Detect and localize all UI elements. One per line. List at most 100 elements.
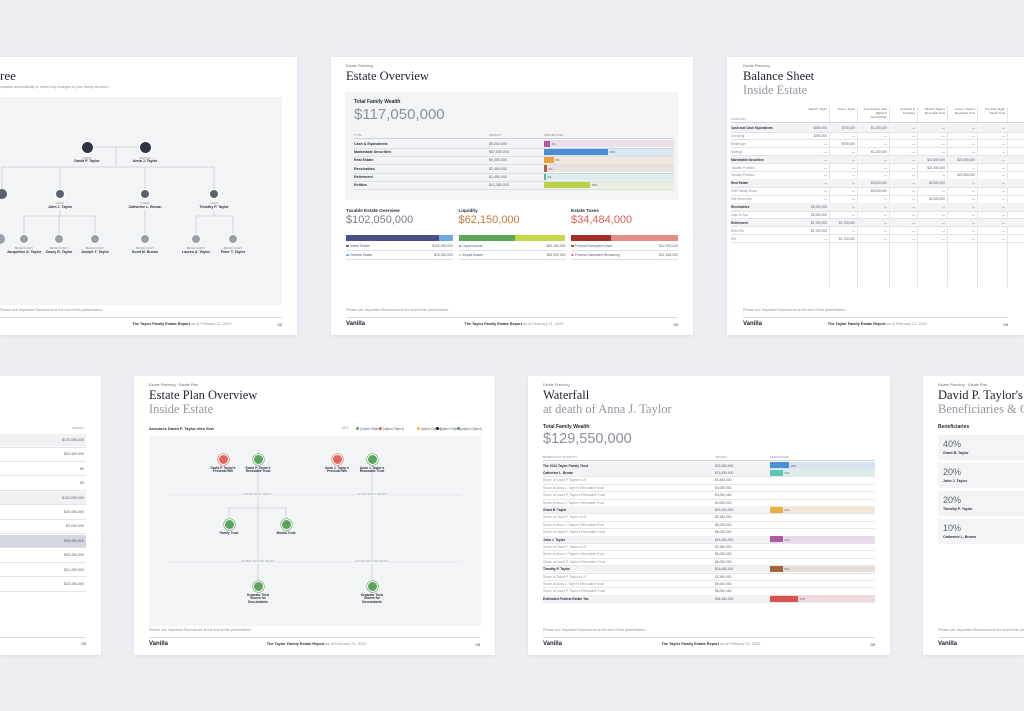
key-dot xyxy=(356,427,359,430)
total-wealth: $117,050,000 xyxy=(354,106,445,123)
cell: — xyxy=(823,141,827,146)
cell: — xyxy=(1001,181,1005,186)
cell: — xyxy=(911,205,915,209)
cell: — xyxy=(851,157,855,162)
person-node xyxy=(191,234,201,244)
stage-label: AFTER SECOND DEATH xyxy=(241,560,275,563)
row-label: 995 Dover Ave xyxy=(731,197,752,202)
cell: — xyxy=(911,157,915,162)
key-item: [object Object] xyxy=(360,426,381,431)
row-amount: $5,250,000 xyxy=(489,141,507,146)
person-name: Peter T. Taylor xyxy=(220,249,246,254)
row-tint xyxy=(543,595,875,602)
row-tint xyxy=(731,124,1024,132)
plan-panel: AFTER FIRST DEATH AFTER FIRST DEATH AFTER … xyxy=(149,436,481,626)
cell: — xyxy=(823,149,827,154)
row-tint xyxy=(731,203,1024,211)
person-role: BENEFICIARY xyxy=(223,246,243,250)
share-bar xyxy=(544,148,608,156)
person-role: CHILD xyxy=(209,201,219,205)
legend-dot xyxy=(458,244,461,248)
stage-label: AFTER FIRST DEATH xyxy=(357,493,387,496)
person-role: CHILD xyxy=(140,201,150,205)
cell: — xyxy=(911,212,915,217)
estate-plan-page: Estate Planning · Estate Plan Estate Plan… xyxy=(134,376,495,655)
cell: — xyxy=(823,181,827,186)
row-tint xyxy=(731,155,1024,164)
person-role: BENEFICIARY xyxy=(49,246,69,250)
cell: — xyxy=(883,220,887,225)
node-label: David P. Taylor's Personal Will xyxy=(210,465,236,474)
beneficiary-share: 10% xyxy=(943,523,962,533)
beneficiary-name: John J. Taylor xyxy=(943,479,968,483)
cell: — xyxy=(1001,133,1005,138)
row xyxy=(0,520,86,533)
brand-logo: Vanilla xyxy=(543,641,563,647)
part-amount: $102,050,000 xyxy=(432,244,453,248)
cell: $5,000,000 xyxy=(871,189,887,194)
plan-node xyxy=(223,518,235,530)
key-item: [object Object] xyxy=(440,426,461,431)
rule xyxy=(543,460,875,461)
row-label: IRA xyxy=(731,236,737,241)
beneficiary-card: 10% Catherine L. Brown xyxy=(938,519,1024,544)
row-tint xyxy=(544,148,674,156)
cell: — xyxy=(851,205,855,209)
cell: — xyxy=(883,197,887,202)
part-bar xyxy=(346,235,440,241)
node-label: Anna J. Taylor's Personal Will xyxy=(324,465,350,474)
row-name: Share of David P. Taylor's ILIT xyxy=(543,545,587,549)
row-name: Marketable Securities xyxy=(354,149,391,154)
summary-total: $102,050,000 xyxy=(346,214,414,226)
page-number: 03 xyxy=(475,642,480,647)
row-tint xyxy=(544,181,674,189)
part-name: Liquid Assets xyxy=(462,244,483,248)
person-node xyxy=(0,234,5,244)
row-amount: $3,450,000 xyxy=(715,545,732,549)
cell: $750,000 xyxy=(841,126,855,130)
row xyxy=(0,549,86,562)
row-name: Share of Anna J. Taylor's Revocable Trus… xyxy=(543,552,605,557)
column-header: PERCENTAGE xyxy=(770,455,790,459)
row-amount: $15,450,000 xyxy=(715,537,734,542)
cell: — xyxy=(941,173,945,178)
cell: — xyxy=(911,181,915,186)
page-title: Estate Plan Overview xyxy=(149,388,258,402)
cell: — xyxy=(971,197,975,202)
cell: — xyxy=(971,165,975,170)
row-name: Share of Anna J. Taylor's Revocable Trus… xyxy=(543,522,605,527)
plan-node xyxy=(252,580,264,592)
section-label: Estate Planning xyxy=(346,64,373,68)
share-bar xyxy=(544,140,550,147)
amount: $102,050,000 xyxy=(62,495,84,500)
person-name: Casey R. Taylor xyxy=(45,249,73,254)
page-number: 03 xyxy=(81,641,86,646)
footer-rule xyxy=(543,637,875,638)
row-label: Cash and Cash Equivalents xyxy=(731,126,773,130)
row-tint xyxy=(544,140,674,148)
row-label: Brokerage xyxy=(731,141,746,146)
cell: — xyxy=(823,197,827,202)
amount: $2,000,000 xyxy=(66,524,84,529)
brand-logo: Vanilla xyxy=(346,321,366,327)
row-name: Retirement xyxy=(354,174,373,179)
disclosure-note: Please see Important Disclosures at the … xyxy=(0,308,103,312)
disclosure-note: Please see Important Disclosures at the … xyxy=(346,308,449,312)
share-bar xyxy=(770,595,798,602)
column-header: David P. Taylor xyxy=(808,107,827,111)
cell: — xyxy=(1001,149,1005,154)
row xyxy=(0,506,86,518)
cell: — xyxy=(911,236,915,241)
row-name: Timothy P. Taylor xyxy=(543,567,570,572)
cell: — xyxy=(941,189,945,194)
beneficiary-share: 40% xyxy=(943,439,962,449)
column-header: AMOUNT xyxy=(715,455,728,459)
summary-total: $34,484,000 xyxy=(571,214,633,226)
report-name: The Taylor Family Estate Report xyxy=(661,642,719,646)
share-label: 12% xyxy=(784,471,790,476)
cell: — xyxy=(1001,197,1005,202)
page-subtitle: Beneficiaries & C xyxy=(938,402,1024,416)
cell: — xyxy=(971,126,975,130)
summary-total: $62,150,000 xyxy=(458,214,520,226)
cell: — xyxy=(911,141,915,146)
